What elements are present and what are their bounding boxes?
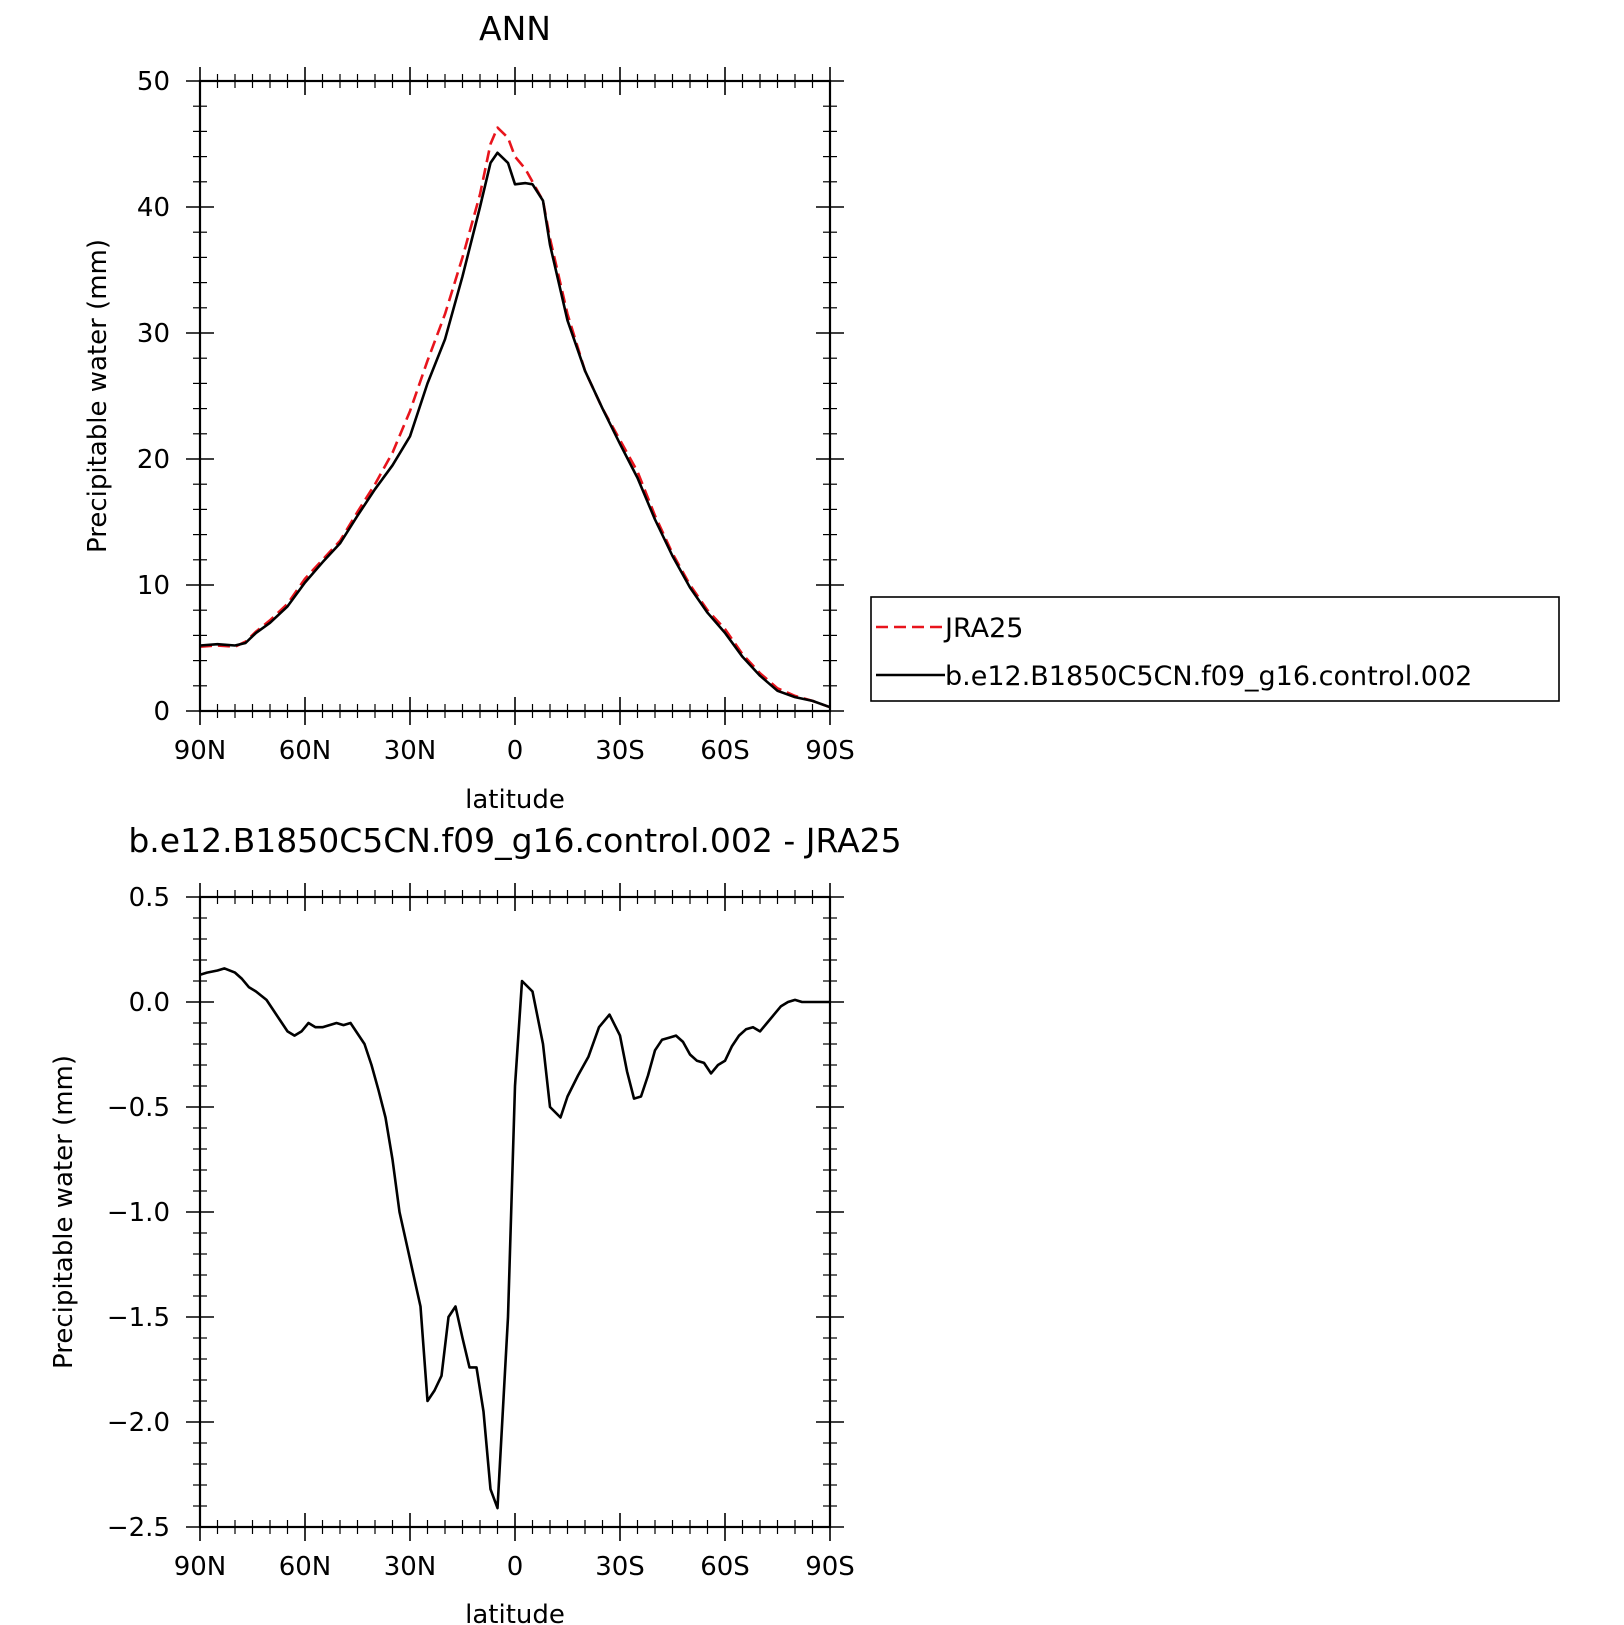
series-line-1 — [199, 151, 831, 709]
x-tick-label: 30N — [384, 1552, 437, 1582]
bottom-chart: b.e12.B1850C5CN.f09_g16.control.002 - JR… — [49, 821, 902, 1625]
bottom-chart-x-axis-label: latitude — [465, 1600, 565, 1625]
y-tick-label: 30 — [137, 319, 170, 349]
x-tick-label: 90N — [174, 736, 227, 766]
top-chart-title: ANN — [479, 9, 551, 48]
x-tick-label: 90N — [174, 1552, 227, 1582]
x-tick-label: 90S — [805, 736, 855, 766]
x-tick-label: 60N — [279, 1552, 332, 1582]
top-chart-plot-frame — [198, 79, 832, 713]
legend: JRA25 b.e12.B1850C5CN.f09_g16.control.00… — [870, 596, 1560, 702]
y-tick-label: −0.5 — [107, 1093, 170, 1123]
y-tick-label: −2.0 — [107, 1408, 170, 1438]
legend-label-control: b.e12.B1850C5CN.f09_g16.control.002 — [945, 661, 1472, 692]
x-tick-label: 0 — [507, 736, 524, 766]
series-line-0 — [199, 126, 831, 709]
y-tick-label: 10 — [137, 571, 170, 601]
top-chart-tick-labels: 90N 60N 30N 0 30S 60S 90S 0 10 20 30 40 50 — [137, 67, 855, 766]
y-tick-label: 20 — [137, 445, 170, 475]
legend-box — [870, 596, 1560, 702]
legend-label-jra25: JRA25 — [943, 613, 1023, 644]
top-chart-ticks — [186, 67, 844, 725]
y-tick-label: 40 — [137, 193, 170, 223]
x-tick-label: 90S — [805, 1552, 855, 1582]
x-tick-label: 30S — [595, 736, 645, 766]
bottom-chart-tick-labels: 90N 60N 30N 0 30S 60S 90S 0.5 0.0 −0.5 −1.0 −1.5 −2.… — [107, 883, 855, 1582]
x-tick-label: 60S — [700, 736, 750, 766]
y-tick-label: 0.5 — [129, 883, 170, 913]
bottom-chart-lines — [199, 967, 830, 1510]
series-line-0 — [199, 967, 830, 1510]
x-tick-label: 0 — [507, 1552, 524, 1582]
y-tick-label: 0 — [153, 697, 170, 727]
y-tick-label: 50 — [137, 67, 170, 97]
y-tick-label: −1.5 — [107, 1303, 170, 1333]
top-chart-lines — [199, 126, 831, 709]
bottom-chart-ticks — [186, 883, 844, 1541]
y-tick-label: −1.0 — [107, 1198, 170, 1228]
top-chart-x-axis-label: latitude — [465, 785, 565, 815]
x-tick-label: 30S — [595, 1552, 645, 1582]
x-tick-label: 30N — [384, 736, 437, 766]
top-chart-y-axis-label: Precipitable water (mm) — [83, 239, 113, 553]
y-tick-label: 0.0 — [129, 988, 170, 1018]
y-tick-label: −2.5 — [107, 1513, 170, 1543]
top-chart: ANN 90N 60N 30N 0 30S 60S 90S 0 10 20 30 40 50 latit… — [83, 9, 1560, 815]
bottom-chart-y-axis-label: Precipitable water (mm) — [49, 1055, 79, 1369]
bottom-chart-title: b.e12.B1850C5CN.f09_g16.control.002 - JR… — [128, 821, 901, 860]
x-tick-label: 60S — [700, 1552, 750, 1582]
bottom-chart-plot-frame — [198, 895, 832, 1529]
x-tick-label: 60N — [279, 736, 332, 766]
